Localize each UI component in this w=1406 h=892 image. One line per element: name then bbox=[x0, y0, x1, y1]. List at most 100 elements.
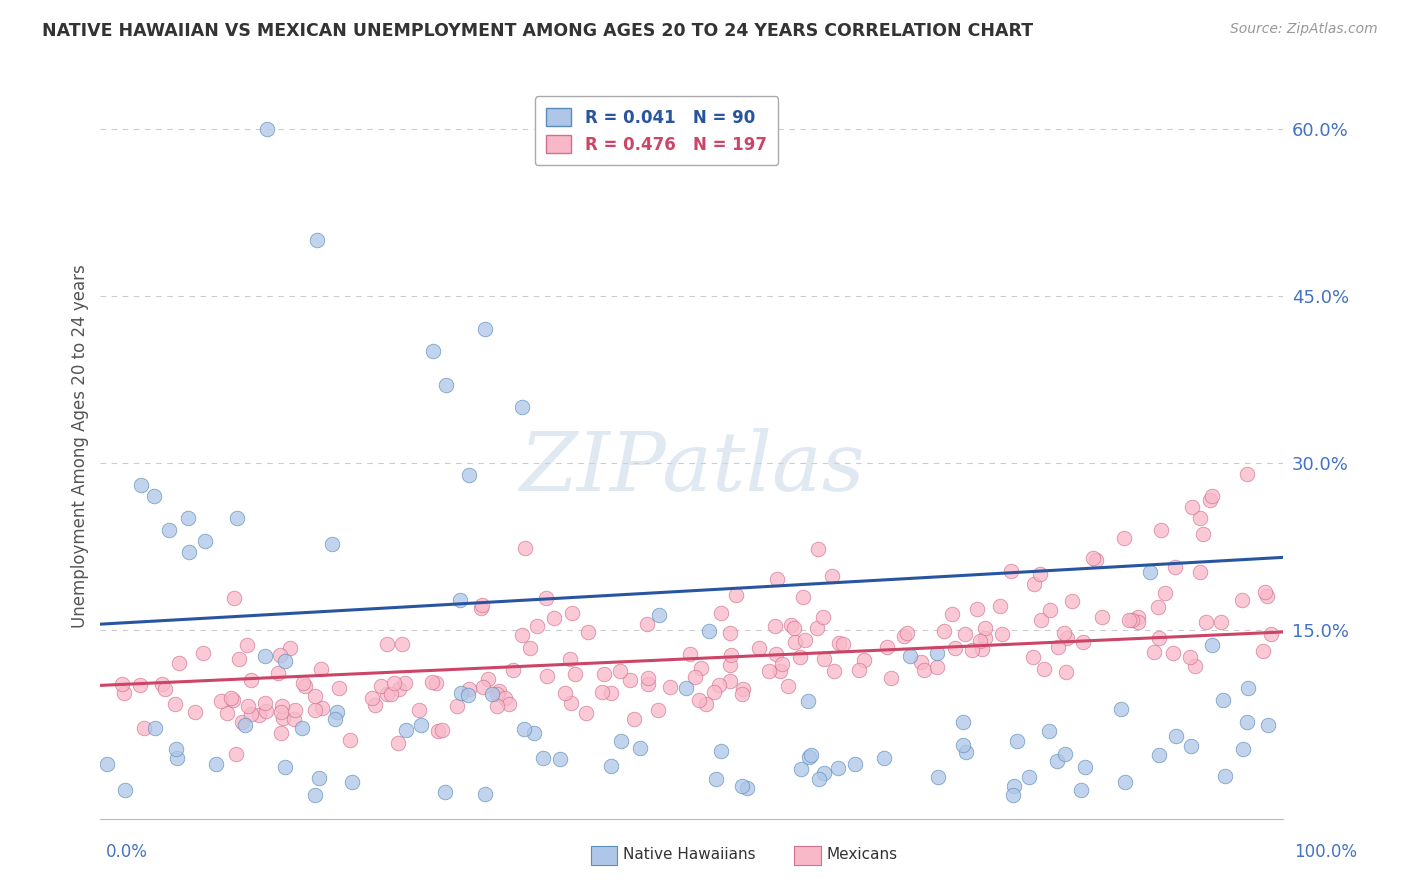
Point bbox=[720, 648, 742, 662]
Point bbox=[896, 626, 918, 640]
Point bbox=[972, 641, 994, 656]
Point bbox=[165, 741, 187, 756]
Point bbox=[1256, 589, 1278, 603]
Point bbox=[1001, 789, 1024, 803]
Point bbox=[623, 712, 645, 726]
Point bbox=[395, 723, 418, 737]
Point bbox=[1007, 734, 1029, 748]
Point bbox=[291, 676, 314, 690]
Point bbox=[941, 607, 963, 621]
Point bbox=[209, 694, 232, 708]
Point bbox=[953, 627, 976, 641]
Point bbox=[502, 664, 524, 678]
Point bbox=[536, 669, 558, 683]
Point bbox=[591, 685, 613, 699]
Point bbox=[157, 523, 180, 537]
Point bbox=[1022, 577, 1045, 591]
Point bbox=[710, 606, 733, 620]
Point bbox=[914, 663, 936, 677]
Point bbox=[679, 647, 702, 661]
Point bbox=[636, 616, 658, 631]
Point bbox=[1126, 615, 1149, 630]
Point bbox=[1236, 467, 1258, 481]
Point bbox=[112, 686, 135, 700]
Point bbox=[1188, 565, 1211, 579]
Point bbox=[720, 673, 742, 688]
Point bbox=[1071, 635, 1094, 649]
Point bbox=[733, 681, 755, 696]
Point bbox=[827, 760, 849, 774]
Point bbox=[1018, 770, 1040, 784]
Point bbox=[1039, 603, 1062, 617]
Point bbox=[370, 680, 392, 694]
Point bbox=[1081, 551, 1104, 566]
Point bbox=[619, 673, 641, 687]
Point bbox=[735, 781, 758, 796]
Point bbox=[360, 690, 382, 705]
Point bbox=[1199, 493, 1222, 508]
Point bbox=[274, 654, 297, 668]
Point bbox=[704, 772, 727, 787]
Point bbox=[236, 639, 259, 653]
Point bbox=[832, 636, 855, 650]
Point bbox=[575, 706, 598, 720]
Point bbox=[304, 689, 326, 703]
Point bbox=[1178, 650, 1201, 665]
Point bbox=[695, 697, 717, 711]
Point bbox=[1149, 631, 1171, 645]
Point bbox=[1147, 747, 1170, 762]
Point bbox=[790, 762, 813, 776]
Point bbox=[880, 672, 903, 686]
Point bbox=[375, 637, 398, 651]
Point bbox=[291, 721, 314, 735]
Point bbox=[628, 740, 651, 755]
Point bbox=[167, 656, 190, 670]
Point bbox=[988, 599, 1011, 613]
Point bbox=[943, 641, 966, 656]
Point bbox=[960, 643, 983, 657]
Point bbox=[925, 659, 948, 673]
Point bbox=[893, 629, 915, 643]
Point bbox=[270, 698, 292, 713]
Point bbox=[236, 698, 259, 713]
Point bbox=[388, 681, 411, 696]
Point bbox=[194, 533, 217, 548]
Point bbox=[675, 681, 697, 695]
Point bbox=[1118, 613, 1140, 627]
Y-axis label: Unemployment Among Ages 20 to 24 years: Unemployment Among Ages 20 to 24 years bbox=[72, 264, 89, 628]
Point bbox=[274, 760, 297, 774]
Point bbox=[270, 705, 292, 719]
Point bbox=[689, 661, 711, 675]
Point bbox=[193, 646, 215, 660]
Point bbox=[794, 632, 817, 647]
Point bbox=[458, 681, 481, 696]
Point bbox=[610, 734, 633, 748]
Point bbox=[177, 545, 200, 559]
Point bbox=[225, 747, 247, 761]
Point bbox=[1201, 489, 1223, 503]
Legend: R = 0.041   N = 90, R = 0.476   N = 197: R = 0.041 N = 90, R = 0.476 N = 197 bbox=[534, 96, 778, 165]
Point bbox=[132, 721, 155, 735]
Point bbox=[224, 591, 246, 605]
Point bbox=[485, 699, 508, 714]
Point bbox=[796, 694, 818, 708]
Point bbox=[477, 672, 499, 686]
Text: Source: ZipAtlas.com: Source: ZipAtlas.com bbox=[1230, 22, 1378, 37]
Point bbox=[457, 688, 479, 702]
Point bbox=[304, 788, 326, 802]
Point bbox=[1236, 681, 1258, 695]
Point bbox=[269, 648, 291, 663]
Point bbox=[311, 701, 333, 715]
Point bbox=[184, 705, 207, 719]
Point bbox=[873, 751, 896, 765]
Point bbox=[1192, 527, 1215, 541]
Point bbox=[309, 662, 332, 676]
Point bbox=[254, 696, 277, 710]
Point bbox=[1161, 646, 1184, 660]
Point bbox=[129, 678, 152, 692]
Point bbox=[481, 687, 503, 701]
Point bbox=[765, 572, 787, 586]
Point bbox=[1164, 559, 1187, 574]
Point bbox=[609, 664, 631, 678]
Point bbox=[240, 706, 263, 721]
